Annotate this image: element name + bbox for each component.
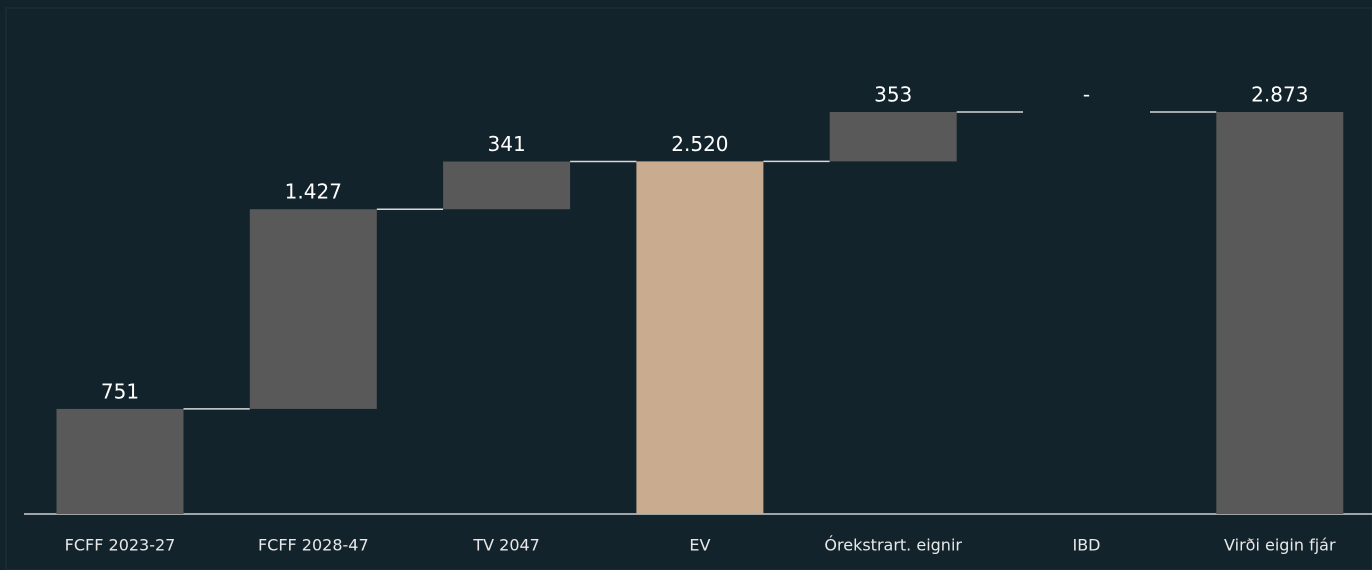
x-tick-label: Virði eigin fjár: [1224, 536, 1336, 555]
value-label: 2.520: [671, 132, 728, 156]
value-label: 341: [488, 132, 526, 156]
x-tick-label: FCFF 2028-47: [258, 536, 369, 555]
bar: [56, 408, 184, 514]
value-label: 1.427: [285, 180, 342, 204]
bar: [1216, 112, 1344, 514]
bar: [249, 209, 377, 409]
value-label: 2.873: [1251, 83, 1308, 107]
frame: [5, 7, 1372, 570]
x-tick-label: EV: [689, 536, 710, 555]
x-tick-label: FCFF 2023-27: [65, 536, 176, 555]
x-tick-label: IBD: [1072, 536, 1100, 555]
value-label: 751: [101, 379, 139, 403]
bar: [443, 161, 571, 210]
bar: [636, 161, 764, 514]
x-tick-label: Órekstrart. eignir: [824, 536, 962, 555]
x-tick-label: TV 2047: [472, 536, 540, 555]
value-label: -: [1083, 83, 1090, 107]
bar: [829, 112, 957, 162]
value-label: 353: [874, 83, 912, 107]
